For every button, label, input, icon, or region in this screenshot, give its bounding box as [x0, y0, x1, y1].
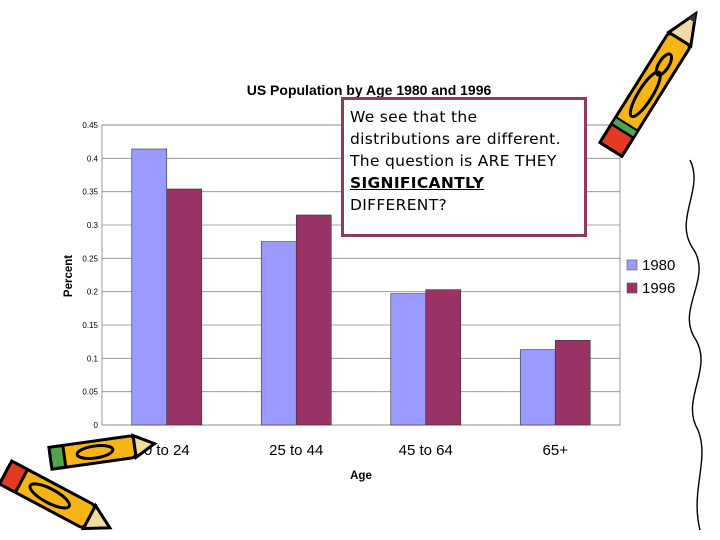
callout-line-4: DIFFERENT?: [350, 196, 447, 214]
y-tick-label: 0.35: [82, 188, 98, 197]
callout-emphasis: SIGNIFICANTLY: [350, 174, 485, 192]
x-axis-label: Age: [350, 470, 372, 482]
squiggle-line: [685, 159, 703, 531]
bar-1980-65plus: [519, 349, 556, 426]
y-tick-label: 0.4: [87, 154, 99, 163]
callout-line-2: distributions are different.: [350, 130, 561, 148]
x-tick-labels: 0 to 24 25 to 44 45 to 64 65+: [144, 442, 568, 459]
bar-1996-25-to-44: [295, 214, 332, 426]
y-tick-label: 0.45: [82, 121, 98, 130]
x-tick-label: 65+: [543, 442, 569, 459]
legend-label-1980: 1980: [642, 257, 675, 274]
bar-1996-0-to-24: [166, 188, 203, 426]
bars: [131, 148, 591, 426]
x-tick-label: 0 to 24: [144, 442, 190, 459]
chart-title: US Population by Age 1980 and 1996: [247, 82, 492, 98]
y-tick-label: 0: [94, 421, 99, 430]
y-tick-label: 0.25: [82, 254, 98, 263]
pencil-clipart-top-right: [597, 10, 698, 159]
annotation-callout: We see that the distributions are differ…: [341, 97, 587, 237]
y-tick-label: 0.15: [82, 321, 98, 330]
legend: 1980 1996: [626, 257, 675, 297]
bar-1996-65plus: [554, 340, 591, 426]
callout-line-1: We see that the: [350, 108, 478, 126]
y-tick-labels: 0 0.05 0.1 0.15 0.2 0.25 0.3 0.35 0.4 0.45: [82, 121, 98, 430]
pencil-clipart-bottom-left: [0, 433, 158, 531]
x-tick-label: 45 to 64: [399, 442, 453, 459]
bar-1980-45-to-64: [390, 293, 427, 426]
y-tick-label: 0.05: [82, 388, 98, 397]
y-tick-label: 0.2: [87, 288, 99, 297]
callout-line-3: The question is ARE THEY: [350, 152, 557, 170]
legend-label-1996: 1996: [642, 280, 675, 297]
legend-swatch-1980: [626, 259, 638, 271]
x-tick-label: 25 to 44: [269, 442, 323, 459]
bar-1996-45-to-64: [425, 289, 462, 426]
y-tick-label: 0.1: [87, 354, 99, 363]
legend-swatch-1996: [626, 282, 638, 294]
y-axis-label: Percent: [63, 255, 75, 297]
bar-1980-0-to-24: [131, 148, 168, 426]
bar-1980-25-to-44: [260, 241, 297, 426]
y-tick-label: 0.3: [87, 221, 99, 230]
